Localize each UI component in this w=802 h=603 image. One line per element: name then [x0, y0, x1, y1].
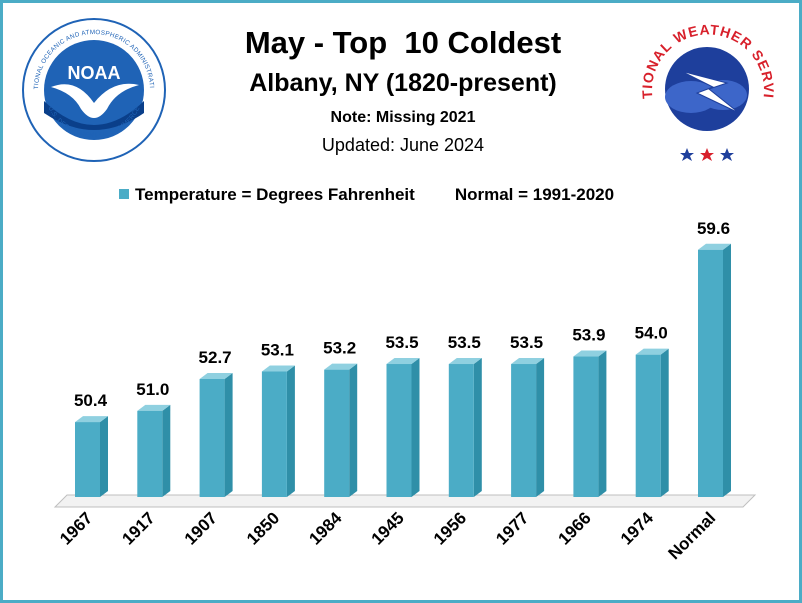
- chart-legend: Temperature = Degrees Fahrenheit Normal =…: [119, 185, 614, 205]
- bar: [698, 249, 723, 497]
- bar-side: [100, 416, 108, 497]
- bar-top: [511, 358, 545, 365]
- category-label: 1907: [181, 508, 221, 548]
- category-label: 1945: [368, 508, 408, 548]
- bar-side: [224, 373, 233, 497]
- bar-value-label: 54.0: [635, 324, 668, 343]
- nws-logo: NATIONAL WEATHER SERVICE: [631, 9, 779, 161]
- bar-side: [411, 358, 420, 497]
- bar-top: [573, 350, 607, 357]
- bar: [199, 379, 225, 497]
- bar-side: [660, 348, 669, 497]
- bar-value-label: 51.0: [136, 380, 169, 399]
- category-label: 1977: [492, 508, 532, 548]
- legend-swatch: [119, 189, 129, 199]
- bar-value-label: 53.5: [448, 333, 481, 352]
- missing-data-note: Note: Missing 2021: [330, 109, 476, 126]
- bar: [261, 371, 287, 497]
- bar-chart: 50.4 1967 51.0 1917 52.7 1907 53.1 1850 53.2 1984…: [53, 219, 757, 563]
- bar: [448, 364, 474, 497]
- bar-value-label: 59.6: [697, 219, 730, 238]
- bar: [386, 364, 412, 497]
- bar-side: [536, 358, 545, 497]
- bar-top: [137, 404, 171, 411]
- category-label: 1917: [118, 508, 158, 548]
- star-icons: [680, 148, 734, 161]
- bar-side: [286, 365, 295, 497]
- bar-value-label: 53.5: [510, 333, 543, 352]
- category-label: 1967: [56, 508, 96, 548]
- bar: [75, 422, 100, 497]
- bar-top: [75, 416, 108, 423]
- bar: [635, 354, 661, 497]
- updated-date: Updated: June 2024: [321, 135, 485, 155]
- bar-value-label: 53.5: [385, 333, 418, 352]
- bar: [137, 410, 163, 497]
- bar: [573, 356, 599, 497]
- noaa-center-text: NOAA: [68, 63, 121, 83]
- bar-side: [349, 363, 358, 497]
- category-label: 1974: [617, 508, 658, 549]
- bar-side: [723, 243, 731, 497]
- category-label: 1984: [305, 508, 346, 549]
- bar-top: [635, 348, 669, 355]
- chart-subtitle: Albany, NY (1820-present): [249, 69, 557, 97]
- bar-top: [448, 358, 482, 365]
- bar-top: [324, 363, 358, 370]
- bar-value-label: 53.9: [572, 326, 605, 345]
- category-label: 1850: [243, 508, 283, 548]
- category-label: 1966: [555, 508, 595, 548]
- noaa-logo: NOAA NATIONAL OCEANIC AND ATMOSPHERIC AD…: [21, 17, 166, 162]
- legend-series-label: Temperature = Degrees Fahrenheit: [135, 185, 415, 204]
- bar-side: [598, 350, 607, 497]
- bar-side: [162, 404, 171, 497]
- chart-floor: [53, 494, 757, 508]
- bar-top: [386, 358, 420, 365]
- legend-normal-label: Normal = 1991-2020: [454, 185, 615, 204]
- bar-top: [199, 373, 233, 380]
- bar-value-label: 52.7: [199, 348, 232, 367]
- category-label: 1956: [430, 508, 470, 548]
- bar-value-label: 53.2: [323, 339, 356, 358]
- bar: [324, 369, 350, 497]
- bar: [511, 364, 537, 497]
- bar-top: [698, 243, 731, 250]
- bar-side: [473, 358, 482, 497]
- bar-top: [261, 365, 295, 372]
- category-label: Normal: [664, 508, 719, 563]
- bar-value-label: 53.1: [261, 341, 294, 360]
- chart-title: May - Top 10 Coldest: [244, 25, 562, 60]
- bar-value-label: 50.4: [74, 391, 108, 410]
